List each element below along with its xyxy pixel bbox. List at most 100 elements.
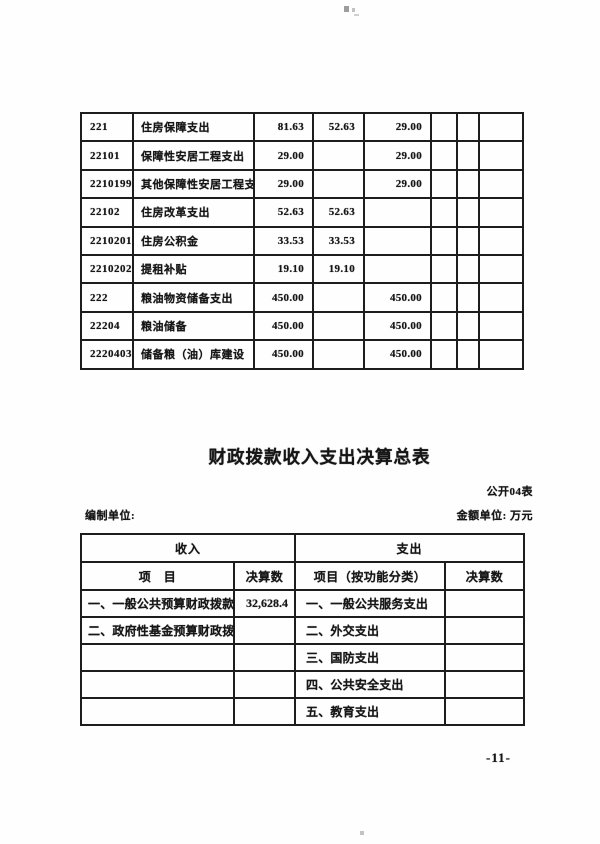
empty-cell [430,140,458,171]
code-cell: 2210201 [80,225,134,256]
value-cell: 29.00 [253,140,314,171]
table-header-row: 收入 支出 [79,533,526,563]
page-number: -11- [486,750,511,765]
prepared-by-label: 编制单位: [85,510,136,522]
income-expense-summary-table: 收入 支出 项 目 决算数 项目（按功能分类） 决算数 一、一般公共预算财政拨款… [79,533,526,726]
code-cell: 2210202 [80,253,134,285]
item-name-cell: 粮油储备 [132,310,255,342]
item-name-cell: 住房保障支出 [132,111,255,143]
scan-artifact [354,14,359,16]
expense-item-cell: 二、外交支出 [294,616,447,645]
empty-cell [430,253,458,285]
scan-artifact [344,6,349,12]
item-name-cell: 保障性安居工程支出 [132,140,255,171]
expense-item-cell: 一、一般公共服务支出 [294,589,447,618]
expense-value-cell [444,589,526,618]
value-cell [312,339,365,370]
value-cell [312,282,365,313]
table-row: 三、国防支出 [80,643,526,672]
expense-value-cell [444,670,526,699]
empty-cell [478,225,524,256]
value-cell: 52.63 [312,111,365,143]
value-cell: 450.00 [253,310,314,342]
code-cell: 222 [80,282,134,313]
value-cell: 81.63 [253,111,314,143]
table-row: 22204 粮油储备 450.00 450.00 [80,310,524,342]
empty-cell [430,111,458,143]
empty-cell [456,168,480,200]
empty-cell [430,310,458,342]
empty-cell [456,140,480,171]
income-value-cell [232,643,297,672]
table-row: 2210201 住房公积金 33.53 33.53 [80,225,524,256]
value-cell: 19.10 [253,253,314,285]
expense-value-cell [444,697,526,726]
table-row: 22101 保障性安居工程支出 29.00 29.00 [80,140,524,171]
empty-cell [456,310,480,342]
table-row: 四、公共安全支出 [80,670,526,699]
income-item-cell [80,670,235,699]
section-title: 财政拨款收入支出决算总表 [208,447,431,467]
value-cell [312,310,365,342]
income-item-cell [80,697,235,726]
item-name-cell: 其他保障性安居工程支出 [132,168,255,200]
value-cell: 29.00 [363,111,432,143]
value-cell: 33.53 [253,225,314,256]
income-value-cell [232,616,297,645]
empty-cell [456,197,480,228]
code-cell: 2210199 [80,168,134,200]
value-cell: 29.00 [253,168,314,200]
empty-cell [478,111,524,143]
code-cell: 221 [80,111,134,143]
expense-item-cell: 三、国防支出 [294,643,447,672]
income-amount-header-cell: 决算数 [232,561,297,591]
value-cell: 450.00 [253,282,314,313]
expense-amount-header-cell: 决算数 [444,561,526,591]
income-item-cell [80,643,235,672]
amount-unit-label: 金额单位: 万元 [456,510,533,522]
empty-cell [456,225,480,256]
table-row: 2210199 其他保障性安居工程支出 29.00 29.00 [80,168,524,200]
income-header-cell: 收入 [79,533,297,563]
value-cell [363,225,432,256]
table-row: 2220403 储备粮（油）库建设 450.00 450.00 [80,339,524,370]
empty-cell [430,282,458,313]
value-cell [363,253,432,285]
empty-cell [430,339,458,370]
budget-items-table: 221 住房保障支出 81.63 52.63 29.00 22101 保障性安居… [80,111,524,370]
code-cell: 2220403 [80,339,134,370]
scan-artifact [360,831,364,835]
value-cell: 450.00 [363,339,432,370]
code-cell: 22102 [80,197,134,228]
value-cell [363,197,432,228]
expense-header-cell: 支出 [294,533,526,563]
value-cell: 450.00 [363,310,432,342]
empty-cell [456,339,480,370]
income-value-cell: 32,628.4 [232,589,297,618]
value-cell: 450.00 [253,339,314,370]
table-row: 二、政府性基金预算财政拨款 二、外交支出 [80,616,526,645]
table-row: 222 粮油物资储备支出 450.00 450.00 [80,282,524,313]
table-code-label: 公开04表 [486,486,533,498]
income-item-cell: 二、政府性基金预算财政拨款 [80,616,235,645]
expense-item-header-cell: 项目（按功能分类） [294,561,447,591]
empty-cell [478,253,524,285]
income-item-cell: 一、一般公共预算财政拨款 [80,589,235,618]
expense-value-cell [444,643,526,672]
empty-cell [430,225,458,256]
empty-cell [456,282,480,313]
item-name-cell: 住房公积金 [132,225,255,256]
table-row: 一、一般公共预算财政拨款 32,628.4 一、一般公共服务支出 [80,589,526,618]
scan-artifact [352,8,355,12]
code-cell: 22204 [80,310,134,342]
table-row: 五、教育支出 [80,697,526,726]
value-cell: 52.63 [312,197,365,228]
value-cell [312,168,365,200]
expense-value-cell [444,616,526,645]
empty-cell [478,282,524,313]
value-cell: 19.10 [312,253,365,285]
value-cell [312,140,365,171]
empty-cell [456,253,480,285]
empty-cell [456,111,480,143]
table-row: 221 住房保障支出 81.63 52.63 29.00 [80,111,524,143]
